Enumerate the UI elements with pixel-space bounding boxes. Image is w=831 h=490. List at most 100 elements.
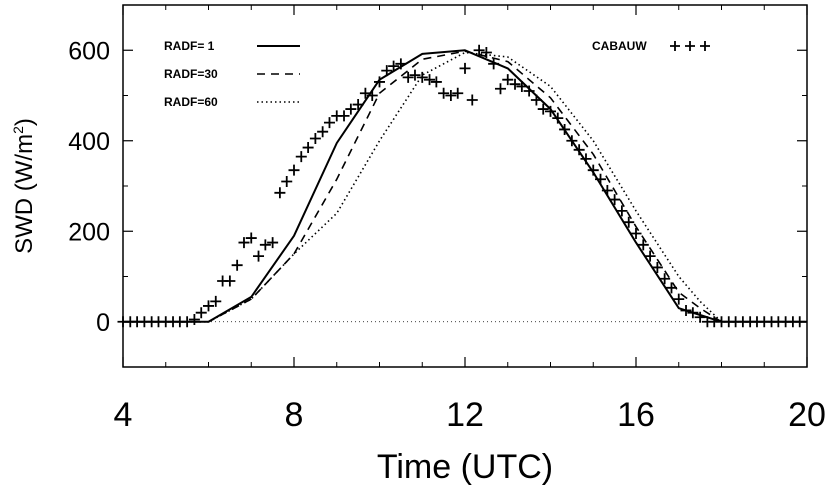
cabauw-point: [309, 132, 321, 144]
cabauw-point: [245, 232, 257, 244]
legend-label-cabauw: CABAUW: [592, 39, 647, 53]
cabauw-point: [794, 316, 806, 328]
cabauw-point: [630, 228, 642, 240]
cabauw-point: [673, 293, 685, 305]
cabauw-point: [651, 261, 663, 273]
cabauw-point: [274, 187, 286, 199]
cabauw-point: [573, 144, 585, 156]
cabauw-point: [509, 78, 521, 90]
cabauw-point: [473, 44, 485, 56]
cabauw-point: [502, 74, 514, 86]
series-layer: [117, 44, 807, 328]
cabauw-point: [388, 60, 400, 72]
cabauw-point: [181, 316, 193, 328]
y-tick-label: 400: [68, 128, 110, 156]
x-tick-label: 12: [446, 396, 484, 434]
cabauw-point: [580, 153, 592, 165]
cabauw-point: [302, 142, 314, 154]
cabauw-point: [323, 117, 335, 129]
cabauw-point: [352, 99, 364, 111]
cabauw-point: [459, 62, 471, 74]
cabauw-point: [231, 259, 243, 271]
cabauw-point: [665, 282, 677, 294]
cabauw-point: [395, 58, 407, 70]
cabauw-point: [559, 123, 571, 135]
legend-label-radf-30: RADF=30: [164, 67, 218, 81]
cabauw-point: [480, 47, 492, 59]
series-line-radf-1: [123, 49, 807, 323]
y-axis-label-main: SWD (W/m: [11, 134, 38, 254]
x-tick-label: 4: [114, 396, 133, 434]
cabauw-point: [466, 94, 478, 106]
cabauw-point: [345, 103, 357, 115]
cabauw-point: [381, 65, 393, 77]
cabauw-point: [616, 205, 628, 217]
y-tick-label: 0: [96, 309, 110, 337]
legend-swatch-cabauw: [670, 41, 680, 51]
cabauw-point: [338, 110, 350, 122]
x-tick-label: 20: [788, 396, 826, 434]
x-tick-label: 8: [285, 396, 304, 434]
cabauw-point: [445, 90, 457, 101]
cabauw-point: [267, 237, 279, 249]
cabauw-point: [402, 71, 414, 83]
cabauw-point: [601, 185, 613, 197]
x-tick-label: 16: [617, 396, 655, 434]
legend-swatch-cabauw: [700, 41, 710, 51]
series-cabauw: [117, 44, 806, 328]
cabauw-point: [203, 300, 214, 312]
cabauw-point: [366, 90, 378, 101]
y-tick-label: 600: [68, 37, 110, 65]
cabauw-point: [523, 85, 535, 97]
cabauw-point: [545, 105, 556, 117]
y-axis-label-close: ): [11, 118, 38, 126]
cabauw-point: [637, 239, 649, 251]
cabauw-point: [195, 307, 207, 319]
cabauw-point: [295, 151, 307, 163]
series-line-radf-30: [123, 50, 807, 323]
cabauw-point: [288, 164, 300, 176]
cabauw-point: [188, 313, 200, 325]
cabauw-point: [259, 239, 271, 251]
cabauw-point: [317, 126, 329, 138]
legend-swatch-cabauw: [685, 41, 695, 51]
cabauw-point: [537, 103, 549, 115]
cabauw-point: [210, 295, 222, 307]
cabauw-point: [587, 164, 599, 176]
cabauw-point: [359, 87, 371, 99]
cabauw-point: [680, 304, 692, 316]
cabauw-point: [566, 135, 578, 147]
y-axis-label: SWD (W/m2): [10, 118, 38, 254]
cabauw-point: [430, 76, 442, 88]
x-axis-label: Time (UTC): [377, 448, 553, 486]
cabauw-point: [494, 83, 506, 95]
cabauw-point: [452, 87, 464, 99]
cabauw-point: [687, 307, 699, 319]
cabauw-point: [224, 275, 236, 287]
cabauw-point: [530, 94, 542, 106]
cabauw-point: [552, 112, 564, 124]
cabauw-point: [409, 69, 421, 81]
cabauw-point: [694, 311, 706, 323]
cabauw-point: [644, 250, 656, 262]
cabauw-point: [438, 87, 450, 99]
cabauw-point: [416, 71, 428, 83]
legend-label-radf-60: RADF=60: [164, 95, 218, 109]
legend-label-radf-1: RADF= 1: [164, 39, 215, 53]
cabauw-point: [595, 173, 607, 185]
y-tick-label: 200: [68, 218, 110, 246]
cabauw-point: [659, 273, 671, 285]
cabauw-point: [609, 194, 621, 206]
cabauw-point: [623, 216, 635, 228]
legend: RADF= 1 RADF=30 RADF=60 CABAUW: [164, 39, 710, 109]
cabauw-point: [488, 58, 500, 70]
cabauw-point: [516, 80, 528, 92]
y-axis-label-sup: 2: [10, 126, 26, 134]
cabauw-point: [374, 76, 385, 88]
cabauw-point: [238, 237, 250, 249]
cabauw-point: [424, 74, 436, 86]
cabauw-point: [253, 250, 265, 262]
cabauw-point: [281, 175, 293, 187]
